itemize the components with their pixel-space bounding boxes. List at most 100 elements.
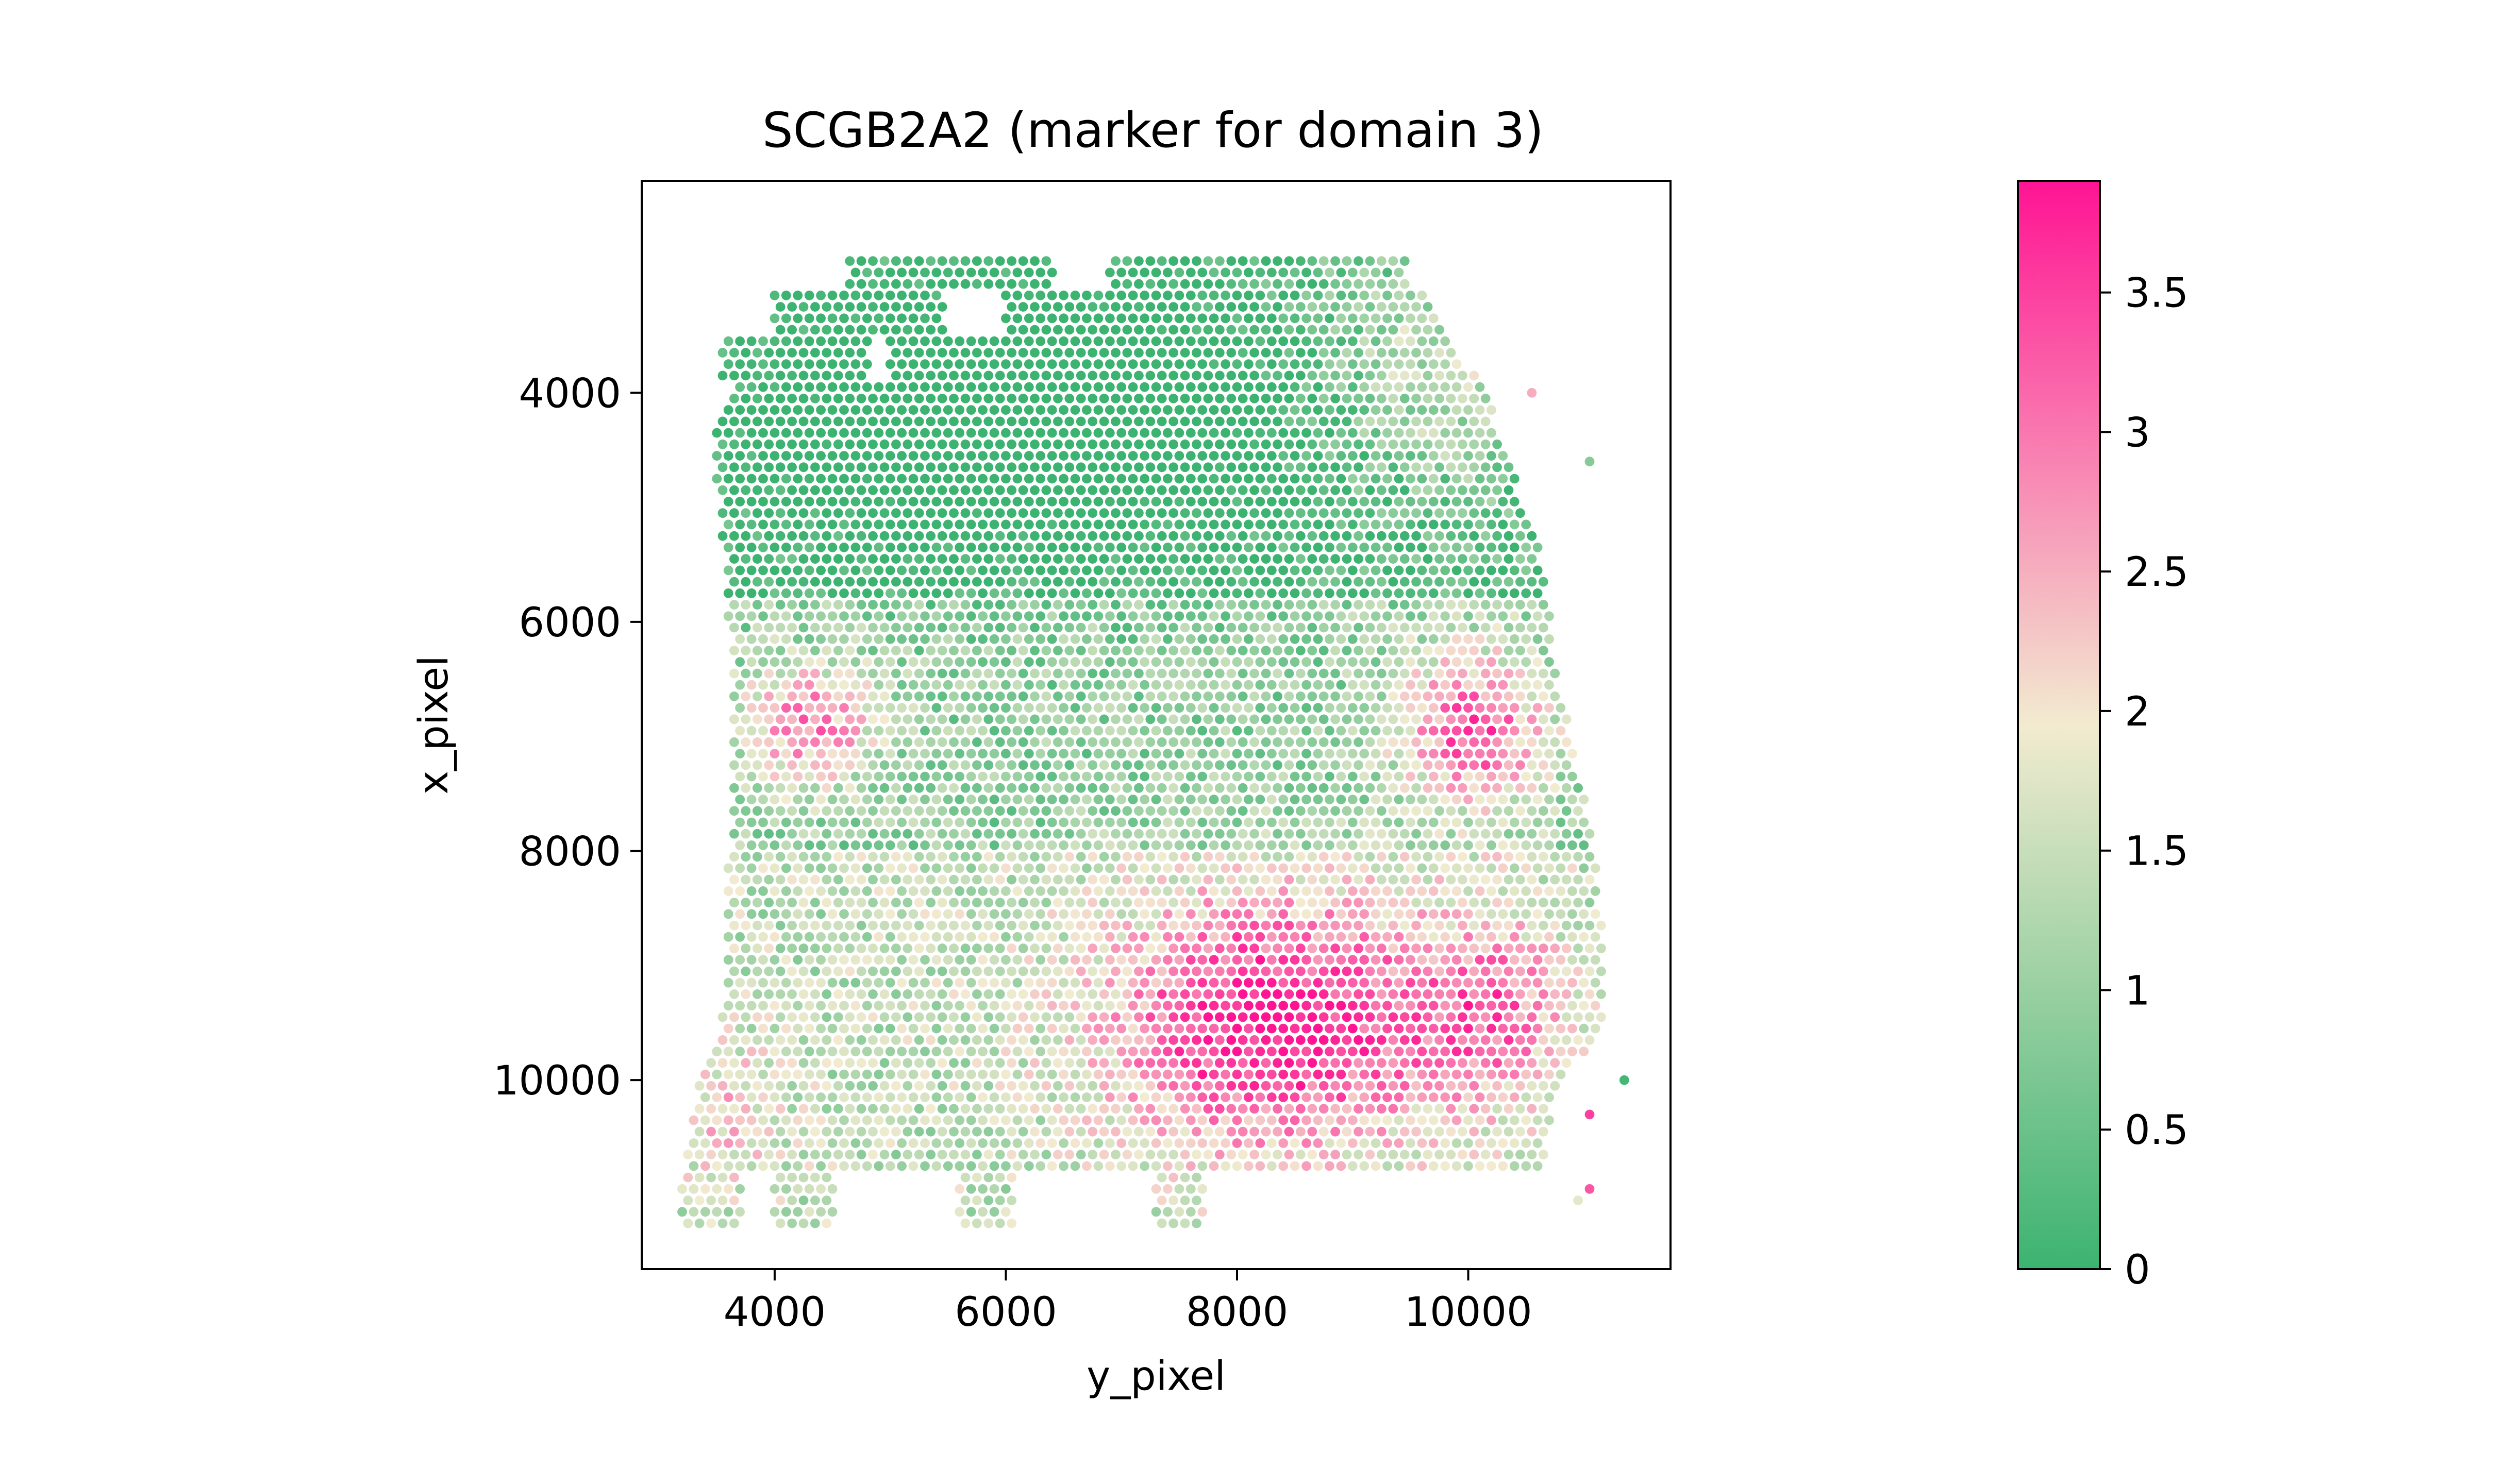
spot — [943, 909, 953, 919]
spot — [1030, 508, 1040, 518]
spot — [850, 771, 861, 782]
spot — [1509, 543, 1519, 552]
spot — [1307, 325, 1317, 335]
spot — [1342, 989, 1352, 999]
spot — [1388, 806, 1398, 816]
spot — [908, 405, 918, 415]
spot — [1168, 1012, 1179, 1022]
spot — [1388, 783, 1398, 793]
spot — [1185, 749, 1196, 758]
spot — [1504, 852, 1514, 862]
spot — [1082, 474, 1092, 484]
spot — [1261, 1012, 1271, 1022]
spot — [1406, 680, 1415, 690]
spot — [1273, 508, 1282, 518]
spot — [1394, 474, 1404, 484]
spot — [1111, 966, 1121, 976]
spot — [960, 806, 971, 816]
spot — [1359, 726, 1370, 736]
spot — [1371, 634, 1381, 644]
spot — [850, 497, 861, 507]
spot — [1434, 622, 1444, 633]
spot — [914, 852, 924, 862]
spot — [1307, 714, 1317, 724]
spot — [1047, 497, 1057, 507]
spot — [1070, 497, 1080, 507]
spot — [1238, 852, 1248, 862]
spot — [1487, 565, 1496, 576]
spot — [735, 1047, 745, 1056]
spot — [949, 485, 959, 495]
spot — [1157, 279, 1167, 289]
spot — [850, 428, 861, 438]
spot — [1059, 726, 1069, 736]
spot — [1434, 485, 1444, 495]
spot — [1266, 267, 1277, 278]
spot — [1273, 760, 1282, 770]
spot — [1498, 634, 1508, 644]
spot — [1347, 382, 1358, 392]
spot — [1480, 439, 1491, 449]
spot — [1036, 382, 1046, 392]
spot — [868, 485, 878, 495]
spot — [1313, 1023, 1323, 1034]
spot — [1330, 256, 1341, 266]
spot — [1579, 1001, 1589, 1011]
spot — [1128, 313, 1138, 324]
spot — [1116, 634, 1127, 644]
spot — [1018, 370, 1028, 381]
spot — [885, 565, 895, 576]
spot — [1163, 840, 1173, 850]
spot — [1007, 714, 1017, 724]
spot — [775, 668, 786, 679]
spot — [1266, 336, 1277, 346]
spot — [1336, 817, 1346, 828]
spot — [1001, 267, 1011, 278]
spot — [920, 863, 930, 873]
spot — [1382, 405, 1392, 415]
spot — [810, 600, 820, 610]
spot — [735, 932, 745, 942]
spot — [1434, 394, 1444, 403]
spot — [1515, 920, 1525, 931]
spot — [931, 474, 942, 484]
spot — [1093, 519, 1104, 530]
spot — [816, 474, 826, 484]
spot — [1556, 817, 1566, 828]
spot — [1325, 1047, 1334, 1056]
spot — [1001, 886, 1011, 896]
spot — [1018, 760, 1028, 770]
spot — [1406, 703, 1415, 713]
spot — [1088, 508, 1098, 518]
spot — [1157, 783, 1167, 793]
spot — [1163, 771, 1173, 782]
spot — [845, 370, 855, 381]
spot — [1538, 966, 1548, 976]
spot — [1047, 886, 1057, 896]
spot — [1388, 554, 1398, 564]
spot — [1053, 646, 1063, 655]
spot — [868, 966, 878, 976]
spot — [1487, 451, 1496, 461]
spot — [1388, 485, 1398, 495]
spot — [1451, 451, 1462, 461]
spot — [1382, 565, 1392, 576]
spot — [1492, 829, 1502, 839]
spot — [850, 588, 861, 598]
spot — [1498, 497, 1508, 507]
spot — [897, 267, 907, 278]
spot — [1463, 909, 1473, 919]
spot — [1007, 531, 1017, 541]
spot — [856, 1012, 866, 1022]
spot — [1174, 336, 1184, 346]
spot — [1244, 543, 1254, 552]
spot — [1232, 817, 1242, 828]
spot — [827, 519, 838, 530]
spot — [1122, 302, 1132, 312]
spot — [1209, 955, 1219, 965]
spot — [764, 394, 774, 403]
spot — [995, 760, 1005, 770]
spot — [1214, 531, 1225, 541]
spot — [1423, 874, 1433, 885]
spot — [1185, 1047, 1196, 1056]
